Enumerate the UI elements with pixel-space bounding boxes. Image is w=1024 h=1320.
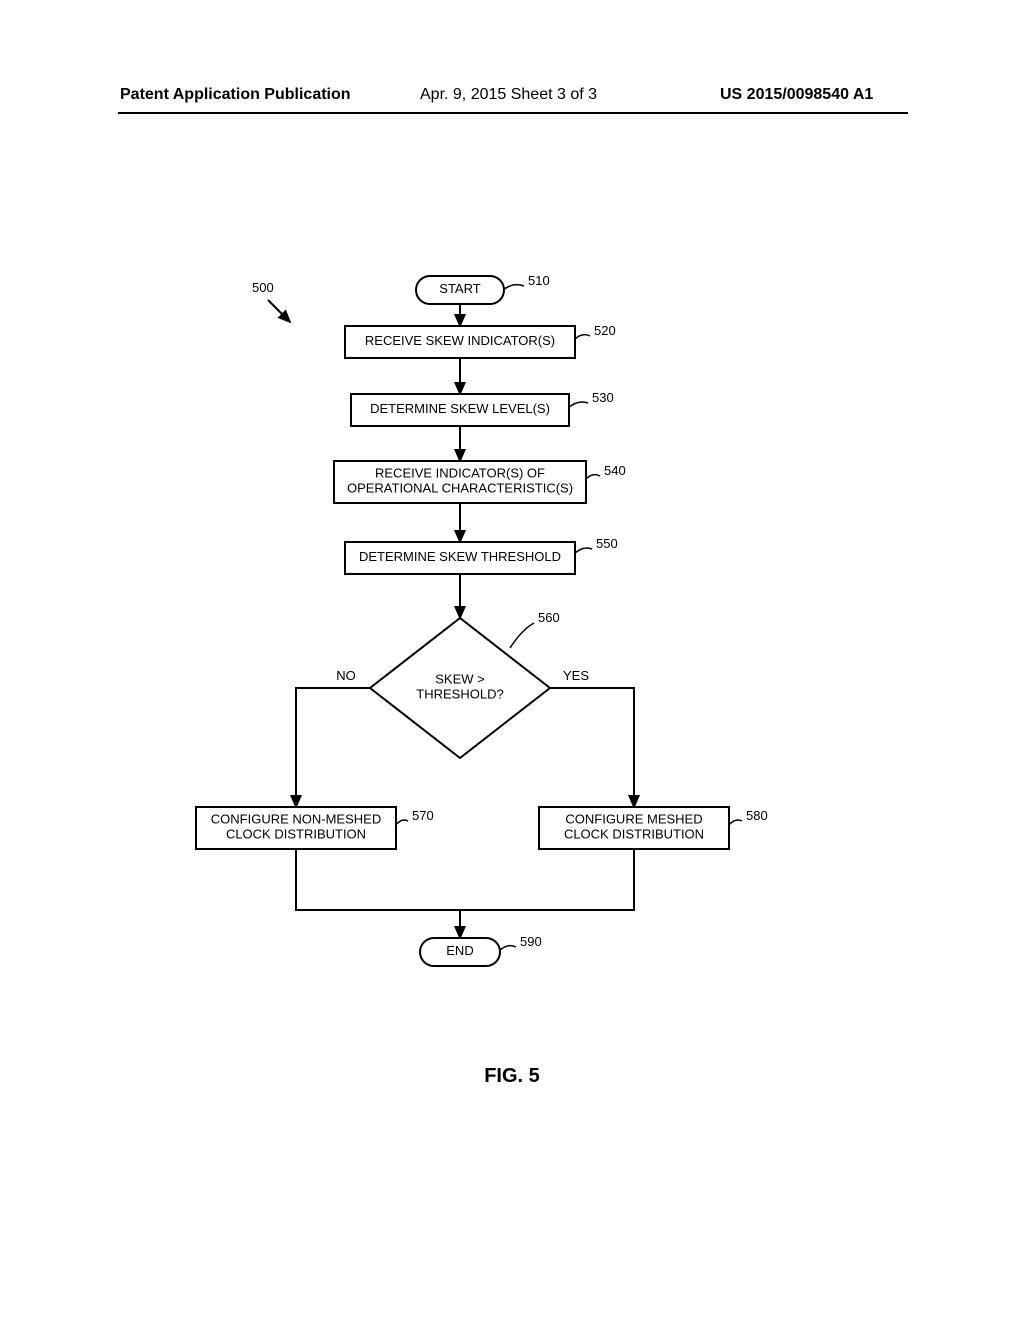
edge-n580-merge xyxy=(460,849,634,910)
ref-n520: 520 xyxy=(594,323,616,338)
edge-label-no: NO xyxy=(336,668,356,683)
ref-n580: 580 xyxy=(746,808,768,823)
node-label-n580: CONFIGURE MESHEDCLOCK DISTRIBUTION xyxy=(564,812,704,842)
node-label-n550: DETERMINE SKEW THRESHOLD xyxy=(359,549,561,564)
edge-n560-n580 xyxy=(550,688,634,807)
ref-leader-n560 xyxy=(510,623,534,648)
ref-leader-start xyxy=(503,285,524,290)
ref-n560: 560 xyxy=(538,610,560,625)
edge-label-yes: YES xyxy=(563,668,589,683)
figure-caption: FIG. 5 xyxy=(0,1065,1024,1088)
flowchart: NO YES 500 START 510 RECEIVE SKEW INDICATOR(S… xyxy=(0,0,1024,1320)
ref-n530: 530 xyxy=(592,390,614,405)
diagram-ref-label: 500 xyxy=(252,280,274,295)
diagram-ref-arrow xyxy=(268,300,290,322)
node-label-end: END xyxy=(446,943,473,958)
page: Patent Application Publication Apr. 9, 2… xyxy=(0,0,1024,1320)
node-label-start: START xyxy=(439,281,480,296)
node-label-n540: RECEIVE INDICATOR(S) OFOPERATIONAL CHARA… xyxy=(347,466,573,496)
ref-leader-n550 xyxy=(574,548,592,554)
ref-leader-n530 xyxy=(568,402,588,408)
ref-start: 510 xyxy=(528,273,550,288)
ref-end: 590 xyxy=(520,934,542,949)
edge-n570-end xyxy=(296,849,460,938)
ref-n550: 550 xyxy=(596,536,618,551)
ref-leader-n580 xyxy=(728,820,742,826)
node-label-n530: DETERMINE SKEW LEVEL(S) xyxy=(370,401,550,416)
ref-leader-end xyxy=(499,946,516,951)
edge-n560-n570 xyxy=(296,688,370,807)
node-label-n520: RECEIVE SKEW INDICATOR(S) xyxy=(365,333,555,348)
node-label-n570: CONFIGURE NON-MESHEDCLOCK DISTRIBUTION xyxy=(211,812,381,842)
ref-n570: 570 xyxy=(412,808,434,823)
ref-n540: 540 xyxy=(604,463,626,478)
ref-leader-n520 xyxy=(574,335,590,340)
ref-leader-n540 xyxy=(585,475,600,480)
